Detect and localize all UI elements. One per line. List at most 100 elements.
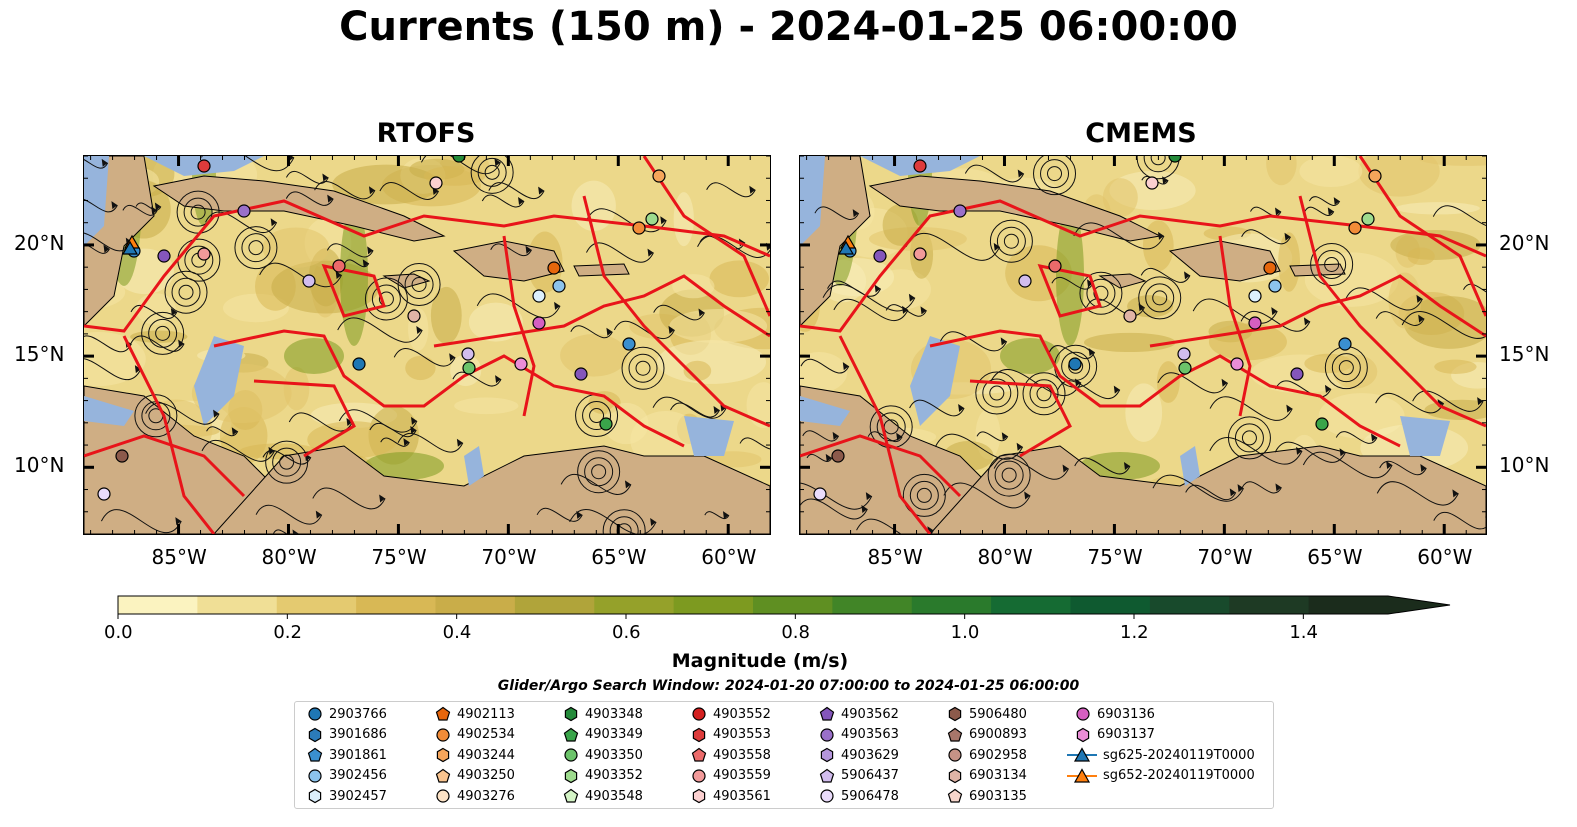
legend-label: 4903559 bbox=[713, 768, 771, 784]
legend-item: 3902456 bbox=[307, 766, 387, 786]
circle-marker-icon bbox=[948, 748, 962, 762]
colorbar-segment bbox=[1308, 596, 1389, 614]
colorbar-label: Magnitude (m/s) bbox=[671, 650, 849, 672]
legend-label: 4903348 bbox=[585, 706, 643, 722]
colorbar-tick-label: 1.4 bbox=[1289, 622, 1318, 643]
legend-label: 6903136 bbox=[1097, 706, 1155, 722]
legend-item: 4903250 bbox=[435, 766, 515, 786]
legend-item: 6903137 bbox=[1075, 725, 1155, 745]
rtofs-lat-label: 10°N bbox=[14, 453, 65, 478]
colorbar-tick-label: 1.2 bbox=[1120, 622, 1149, 643]
triangle-line-marker-icon bbox=[1067, 747, 1097, 762]
legend-item: 4903276 bbox=[435, 786, 515, 806]
colorbar-segment bbox=[832, 596, 913, 614]
legend-item: 5906437 bbox=[819, 766, 899, 786]
colorbar-segment bbox=[435, 596, 516, 614]
legend-label: 6903135 bbox=[969, 788, 1027, 804]
colorbar-segment bbox=[594, 596, 675, 614]
legend-item: 3902457 bbox=[307, 786, 387, 806]
hexagon-marker-icon bbox=[564, 768, 578, 783]
circle-marker-icon bbox=[436, 789, 450, 803]
legend-label: 4903350 bbox=[585, 747, 643, 763]
legend-item: 3901686 bbox=[307, 725, 387, 745]
circle-marker-icon bbox=[692, 769, 706, 783]
colorbar bbox=[117, 595, 1451, 619]
cmems-map[interactable] bbox=[799, 155, 1487, 535]
colorbar-segment bbox=[276, 596, 357, 614]
colorbar-segment bbox=[118, 596, 198, 614]
hexagon-marker-icon bbox=[436, 747, 450, 763]
colorbar-segment bbox=[197, 596, 278, 614]
colorbar-tick-label: 0.8 bbox=[781, 622, 810, 643]
legend-item: 2903766 bbox=[307, 704, 387, 724]
legend-item: 4903348 bbox=[563, 704, 643, 724]
legend-label: 6902958 bbox=[969, 747, 1027, 763]
legend-item: 4903552 bbox=[691, 704, 771, 724]
legend-item: 6903136 bbox=[1075, 704, 1155, 724]
rtofs-map[interactable] bbox=[83, 155, 771, 535]
legend-item: 4903629 bbox=[819, 745, 899, 765]
rtofs-lon-label: 85°W bbox=[151, 545, 207, 569]
pentagon-marker-icon bbox=[435, 768, 451, 783]
colorbar-segment bbox=[1149, 596, 1230, 614]
legend-label: sg652-20240119T0000 bbox=[1103, 768, 1255, 784]
colorbar-tick-label: 0.4 bbox=[442, 622, 472, 643]
legend-item: 5906480 bbox=[947, 704, 1027, 724]
pentagon-marker-icon bbox=[435, 706, 451, 721]
hexagon-marker-icon bbox=[308, 727, 322, 742]
pentagon-marker-icon bbox=[563, 789, 579, 803]
legend-label: 3901861 bbox=[329, 747, 387, 763]
legend-item: 6903134 bbox=[947, 766, 1027, 786]
legend-item: 4903553 bbox=[691, 725, 771, 745]
panel-title-rtofs: RTOFS bbox=[376, 118, 476, 149]
legend-label: 4903552 bbox=[713, 706, 771, 722]
legend-item: sg625-20240119T0000 bbox=[1067, 745, 1255, 765]
rtofs-lon-label: 60°W bbox=[701, 545, 757, 569]
colorbar-segment bbox=[673, 596, 754, 614]
circle-marker-icon bbox=[1076, 707, 1090, 721]
legend-item: 5906478 bbox=[819, 786, 899, 806]
circle-marker-icon bbox=[820, 727, 834, 742]
legend-label: 3902456 bbox=[329, 768, 387, 784]
legend-label: 4903563 bbox=[841, 727, 899, 743]
circle-marker-icon bbox=[308, 707, 322, 721]
circle-marker-icon bbox=[436, 727, 450, 742]
cmems-lon-label: 65°W bbox=[1307, 545, 1363, 569]
legend-item: 4902534 bbox=[435, 725, 515, 745]
colorbar-segment bbox=[514, 596, 595, 614]
legend-label: 6903137 bbox=[1097, 727, 1155, 743]
panel-title-cmems: CMEMS bbox=[1085, 118, 1197, 149]
legend-item: 4903563 bbox=[819, 725, 899, 745]
legend-label: 4903548 bbox=[585, 788, 643, 804]
legend-item: sg652-20240119T0000 bbox=[1067, 766, 1255, 786]
colorbar-tick-label: 0.2 bbox=[273, 622, 302, 643]
legend-item: 6903135 bbox=[947, 786, 1027, 806]
hexagon-marker-icon bbox=[948, 706, 962, 722]
hexagon-marker-icon bbox=[308, 789, 322, 804]
colorbar-segment bbox=[1229, 596, 1310, 614]
legend-item: 4903561 bbox=[691, 786, 771, 806]
pentagon-marker-icon bbox=[947, 789, 963, 803]
rtofs-lat-label: 20°N bbox=[14, 230, 65, 255]
colorbar-tick-label: 1.0 bbox=[950, 622, 980, 643]
search-window-text: Glider/Argo Search Window: 2024-01-20 07… bbox=[497, 678, 1080, 694]
colorbar-tick-label: 0.6 bbox=[612, 622, 641, 643]
legend-label: 4903558 bbox=[713, 747, 771, 763]
legend-label: 5906437 bbox=[841, 768, 899, 784]
rtofs-lon-label: 80°W bbox=[261, 545, 317, 569]
cmems-lon-label: 60°W bbox=[1417, 545, 1473, 569]
colorbar-tick-label: 0.0 bbox=[104, 622, 133, 643]
colorbar-segment bbox=[1070, 596, 1151, 614]
pentagon-marker-icon bbox=[307, 747, 323, 762]
circle-marker-icon bbox=[692, 707, 706, 721]
legend-item: 4903349 bbox=[563, 725, 643, 745]
legend-item: 4903548 bbox=[563, 786, 643, 806]
legend-label: 4903561 bbox=[713, 788, 771, 804]
legend-item: 4903559 bbox=[691, 766, 771, 786]
legend-label: 4903349 bbox=[585, 727, 643, 743]
legend-item: 4903558 bbox=[691, 745, 771, 765]
cmems-lat-label: 15°N bbox=[1499, 342, 1550, 367]
pentagon-marker-icon bbox=[819, 706, 835, 721]
hexagon-marker-icon bbox=[820, 747, 834, 763]
rtofs-lon-label: 65°W bbox=[591, 545, 647, 569]
